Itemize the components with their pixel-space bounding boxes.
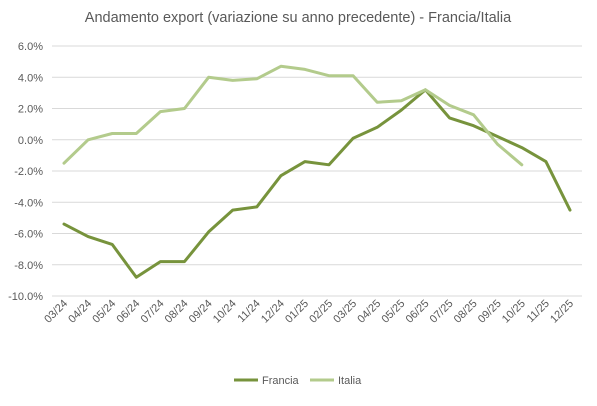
x-tick-label: 08/25 (452, 298, 480, 326)
x-tick-label: 04/25 (355, 298, 383, 326)
y-tick-label: -4.0% (14, 197, 43, 209)
x-tick-label: 06/24 (114, 298, 142, 326)
x-tick-label: 07/25 (428, 298, 456, 326)
x-axis-tick-labels: 03/2404/2405/2406/2407/2408/2409/2410/24… (42, 298, 576, 326)
gridlines (52, 45, 582, 297)
x-tick-label: 01/25 (283, 298, 311, 326)
y-tick-label: -2.0% (14, 166, 43, 178)
legend-label-francia: Francia (262, 375, 300, 387)
x-tick-label: 11/24 (236, 298, 263, 325)
series-line-italia (62, 64, 524, 167)
x-tick-label: 05/25 (379, 298, 407, 326)
series-line-francia (62, 88, 572, 279)
x-tick-label: 11/25 (525, 298, 552, 325)
x-tick-label: 10/24 (211, 298, 239, 326)
y-tick-label: -10.0% (8, 291, 43, 303)
y-axis-tick-labels: 6.0% 4.0% 2.0% 0.0% -2.0% -4.0% -6.0% -8.0% -10.… (8, 41, 43, 303)
y-tick-label: -6.0% (14, 229, 43, 241)
y-tick-label: 6.0% (18, 41, 43, 53)
chart-title: Andamento export (variazione su anno pre… (85, 10, 512, 26)
series-lines (62, 64, 572, 279)
x-tick-label: 09/25 (476, 298, 504, 326)
legend: Francia Italia (234, 375, 362, 387)
x-tick-label: 09/24 (187, 298, 215, 326)
y-tick-label: 2.0% (18, 104, 43, 116)
x-tick-label: 06/25 (404, 298, 432, 326)
x-tick-label: 03/25 (331, 298, 359, 326)
x-tick-label: 12/25 (548, 298, 576, 326)
x-tick-label: 10/25 (500, 298, 528, 326)
x-tick-label: 04/24 (66, 298, 94, 326)
y-tick-label: -8.0% (14, 260, 43, 272)
y-tick-label: 4.0% (18, 72, 43, 84)
x-tick-label: 12/24 (259, 298, 287, 326)
legend-label-italia: Italia (338, 375, 362, 387)
x-tick-label: 07/24 (139, 298, 167, 326)
x-tick-label: 08/24 (163, 298, 191, 326)
x-tick-label: 03/24 (42, 298, 70, 326)
y-tick-label: 0.0% (18, 135, 43, 147)
x-tick-label: 02/25 (307, 298, 335, 326)
x-tick-label: 05/24 (90, 298, 118, 326)
